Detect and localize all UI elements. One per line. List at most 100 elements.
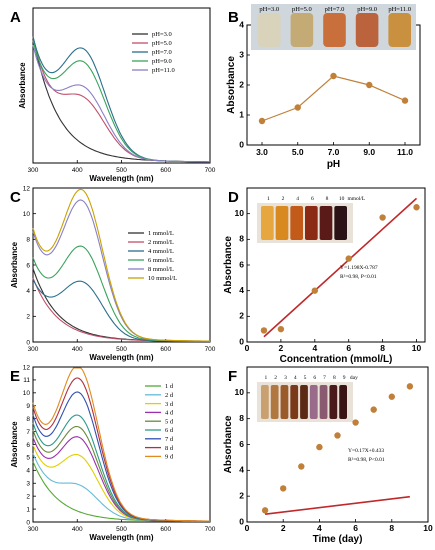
chart-f-ytick-label: 6 [239,439,244,449]
panel-label-c: C [10,189,21,206]
legend-label-3: 3 d [165,401,174,408]
chart-f-xtick-label: 8 [389,523,394,533]
data-point-1 [258,117,266,125]
chart-f-xtick-label: 10 [423,523,433,533]
chart-b-ytick-label: 3 [239,49,244,59]
chart-e-ytick-label: 4 [26,468,30,475]
vial-label-2: 2 [282,196,285,202]
chart-b-xtick-label: 7.0 [328,147,340,157]
chart-d-xtick-label: 6 [346,343,351,353]
vial-6 [309,385,318,419]
data-point-4 [316,443,323,451]
vial-label-4: pH=9.0 [357,6,377,13]
vial-label-1: 1 [267,196,270,202]
y-axis-title: Absorbance [223,236,234,294]
chart-e: 300 400 500 600 7000123456789101112Wavelengt… [10,364,216,542]
chart-e-xtick-label: 500 [116,526,127,533]
chart-c-ytick-label: 2 [26,314,30,321]
data-point-6 [352,419,359,426]
data-point-1 [260,327,268,334]
chart-e-ytick-label: 7 [26,429,30,436]
chart-d-ytick-label: 0 [239,336,244,346]
data-point-1 [261,507,269,514]
chart-f-ytick-label: 0 [239,516,244,526]
chart-c-xtick-label: 300 [28,346,39,353]
chart-e-xtick-label: 700 [205,526,216,533]
chart-e-ytick-label: 10 [23,390,31,397]
fit-annotation-1: Y=0.17X+0.433 [348,448,384,454]
chart-c-ytick-label: 0 [26,339,30,346]
series-line-6 [32,188,210,342]
chart-c-xtick-label: 400 [72,346,83,353]
x-axis-title: Wavelength (nm) [89,353,153,362]
vial-label-8: 8 [333,375,336,381]
vial-3 [290,206,303,240]
vial-7 [319,385,328,419]
data-point-3 [330,72,337,80]
chart-a-xtick-label: 500 [116,167,127,174]
fit-line [263,197,418,338]
x-axis-title: pH [327,159,340,170]
vial-label-5: 8 [326,196,329,202]
vial-4 [290,385,299,419]
series-line-8 [32,377,210,522]
vial-4 [355,13,379,47]
panel-label-f: F [228,368,237,385]
chart-e-ytick-label: 0 [26,519,30,526]
legend-label-5: 5 d [165,418,174,425]
chart-e-ytick-label: 3 [26,481,30,488]
legend-label-4: 4 d [165,410,174,417]
chart-f-xtick-label: 2 [281,523,286,533]
chart-e-ytick-label: 8 [26,416,30,423]
chart-a: 300 400 500 600 700 Wavelength (nm) Absorbance… [18,7,216,183]
x-axis-title: Wavelength (nm) [89,533,153,542]
chart-c-xtick-label: 700 [205,346,216,353]
fit-annotation-2: R²=0.98, P<0.01 [348,457,385,463]
y-axis-title: Absorbance [223,415,234,473]
chart-d-ytick-label: 2 [239,311,244,321]
series-line-3 [32,36,210,163]
chart-d-ytick-label: 4 [239,285,244,295]
panel-label-e: E [10,368,20,385]
series-line-1 [32,268,210,342]
chart-b-ytick-label: 2 [239,79,244,89]
data-point-6 [413,204,420,211]
chart-b-ytick-label: 0 [239,139,244,149]
chart-e-ytick-label: 6 [26,442,30,449]
y-axis-title: Absorbance [226,56,237,114]
series-line-7 [32,391,210,522]
series-line-2 [32,36,210,163]
vial-label-5: 5 [304,375,307,381]
chart-f-ytick-label: 8 [239,413,244,423]
data-point-4 [345,255,352,262]
legend-label-1: pH=3.0 [152,31,172,38]
legend-label-6: 10 mmol/L [148,275,177,282]
x-axis-title: Wavelength (nm) [89,174,153,183]
data-point-7 [370,406,377,413]
chart-a-xtick-label: 300 [28,167,39,174]
chart-e-xtick-label: 400 [72,526,83,533]
chart-d-xtick-label: 2 [279,343,284,353]
x-axis-title: Concentration (mmol/L) [280,354,393,365]
vial-9 [339,385,347,419]
vial-2 [275,206,289,240]
data-point-4 [366,81,373,89]
vial-5 [388,13,411,47]
fit-line [265,495,410,516]
vial-1 [261,206,274,240]
vial-label-4: 6 [311,196,314,202]
fit-annotation-2: R²=0.98, P<0.01 [340,274,377,280]
data-point-5 [334,432,341,439]
chart-d-xtick-label: 0 [245,343,250,353]
legend-label-9: 9 d [165,454,174,461]
chart-c-xtick-label: 600 [160,346,171,353]
series-line-5 [32,44,210,163]
chart-d-ytick-label: 8 [239,234,244,244]
vial-label-7: mmol/L [347,196,365,202]
chart-a-xtick-label: 400 [72,167,83,174]
y-axis-title: Absorbance [18,62,27,109]
chart-f-ytick-label: 10 [235,387,245,397]
vial-label-5: pH=11.0 [388,6,411,13]
chart-f-ytick-label: 4 [239,465,244,475]
